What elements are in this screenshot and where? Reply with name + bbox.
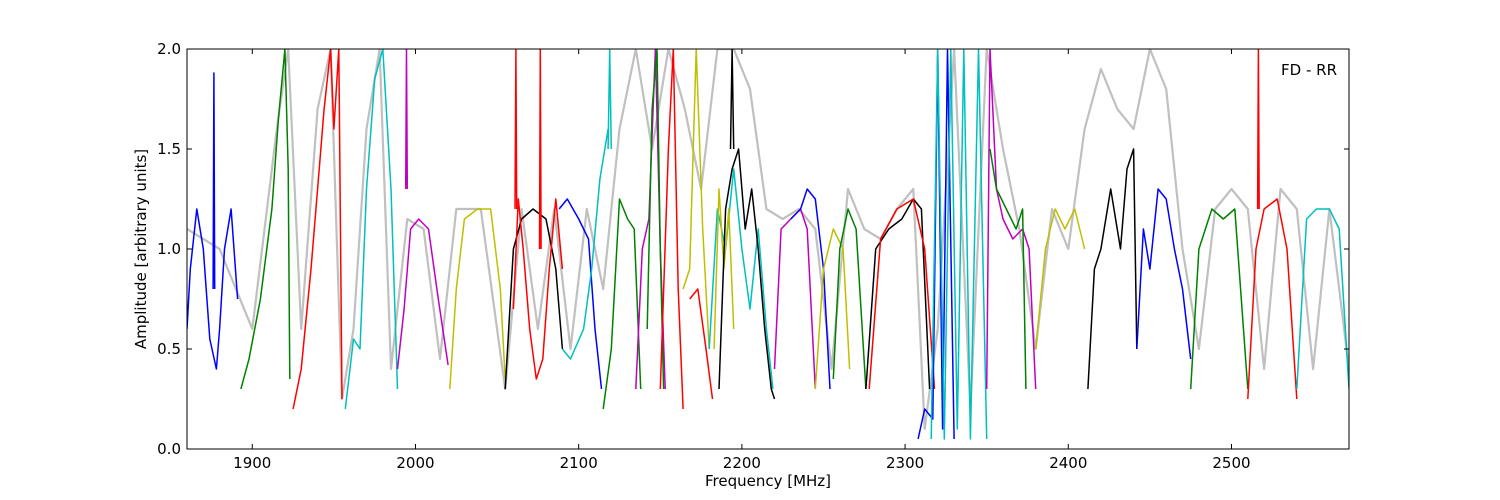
x-axis-label: Frequency [MHz]: [705, 472, 831, 490]
series-line-magenta: [985, 49, 1037, 390]
series-line-black: [865, 198, 931, 390]
series-line-red: [1247, 198, 1298, 400]
series-line-blue: [212, 72, 216, 290]
series-line-black: [718, 148, 776, 400]
series-line-olive: [682, 49, 710, 350]
series-line-blue: [917, 49, 955, 440]
series-line-magenta: [404, 49, 409, 190]
series-line-red: [1256, 49, 1260, 210]
series-line-olive: [814, 228, 851, 390]
series-line-cyan: [561, 128, 609, 360]
x-tick-label: 2200: [723, 454, 761, 472]
series-line-red: [514, 49, 518, 210]
series-line-black: [729, 49, 735, 150]
series-group: [187, 49, 1349, 440]
series-line-black: [1087, 148, 1138, 390]
x-tick-label: 2000: [396, 454, 434, 472]
y-tick-label: 1.0: [157, 240, 181, 258]
series-line-cyan: [1296, 208, 1349, 390]
background-trace-line: [187, 49, 1349, 431]
x-tick-label: 2300: [886, 454, 924, 472]
annotation-label: FD - RR: [1281, 61, 1337, 79]
series-line-blue: [1136, 188, 1192, 360]
y-tick-label: 1.5: [157, 140, 181, 158]
series-line-red: [512, 198, 564, 380]
y-tick-label: 0.0: [157, 440, 181, 458]
plot-area: [186, 48, 1350, 450]
series-line-red: [659, 49, 684, 410]
series-line-green: [646, 49, 665, 390]
series-line-green: [602, 198, 642, 410]
series-line-magenta: [396, 218, 449, 370]
series-line-red: [538, 49, 542, 250]
series-line-blue: [558, 198, 603, 390]
series-line-green: [240, 49, 291, 390]
y-axis-label: Amplitude [arbitrary units]: [132, 149, 150, 349]
series-line-cyan: [607, 49, 613, 150]
series-line-green: [1189, 208, 1249, 390]
axis-ticks: 1900 2000 2100 2200 2300 2400 2500 0.0 0.5 1.0 1.5…: [157, 40, 1349, 472]
series-line-red: [292, 49, 343, 410]
x-tick-label: 2100: [560, 454, 598, 472]
series-line-cyan: [708, 168, 774, 390]
series-line-green: [989, 148, 1027, 390]
series-line-olive: [449, 208, 506, 390]
series-line-blue: [187, 208, 239, 370]
series-line-cyan: [930, 49, 988, 440]
series-line-black: [504, 208, 564, 390]
series-line-blue: [790, 188, 831, 390]
y-tick-label: 0.5: [157, 340, 181, 358]
x-tick-label: 2500: [1212, 454, 1250, 472]
series-line-red: [868, 198, 936, 390]
series-line-olive: [1034, 208, 1086, 350]
series-line-red: [689, 288, 714, 400]
x-tick-label: 2400: [1049, 454, 1087, 472]
y-tick-label: 2.0: [157, 40, 181, 58]
series-line-green: [832, 208, 867, 390]
x-tick-label: 1900: [233, 454, 271, 472]
series-line-cyan: [344, 49, 399, 410]
